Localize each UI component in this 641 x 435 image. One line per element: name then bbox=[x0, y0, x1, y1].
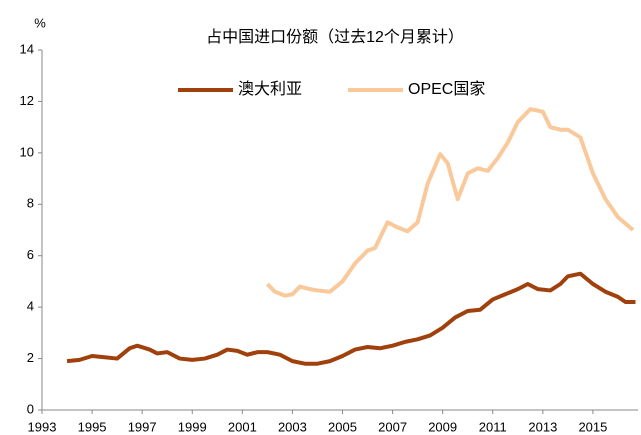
y-tick-label: 4 bbox=[27, 299, 34, 314]
x-tick-label: 2013 bbox=[528, 419, 557, 434]
y-tick-label: 8 bbox=[27, 196, 34, 211]
y-tick-label: 6 bbox=[27, 247, 34, 262]
y-tick-label: 0 bbox=[27, 401, 34, 416]
x-tick-label: 2011 bbox=[479, 419, 507, 434]
legend-label: 澳大利亚 bbox=[238, 80, 302, 98]
x-tick-label: 2009 bbox=[428, 419, 457, 434]
x-tick-label: 2007 bbox=[378, 419, 407, 434]
y-tick-label: 2 bbox=[27, 350, 34, 365]
line bbox=[265, 107, 635, 298]
x-tick-label: 2001 bbox=[228, 419, 257, 434]
x-tick-label: 1993 bbox=[28, 419, 57, 434]
y-tick-label: 10 bbox=[20, 144, 34, 159]
x-tick-label: 2015 bbox=[578, 419, 607, 434]
x-tick-label: 2005 bbox=[328, 419, 357, 434]
chart-title: 占中国进口份额（过去12个月累计） bbox=[206, 28, 464, 46]
x-tick-label: 1999 bbox=[178, 419, 207, 434]
y-tick-label: 14 bbox=[20, 41, 34, 56]
y-axis-label: % bbox=[34, 15, 46, 30]
line bbox=[66, 271, 636, 366]
legend-label: OPEC国家 bbox=[408, 80, 485, 98]
x-tick-label: 1995 bbox=[78, 419, 107, 434]
y-tick-label: 12 bbox=[20, 93, 34, 108]
x-tick-label: 1997 bbox=[128, 419, 157, 434]
x-tick-label: 2003 bbox=[278, 419, 307, 434]
